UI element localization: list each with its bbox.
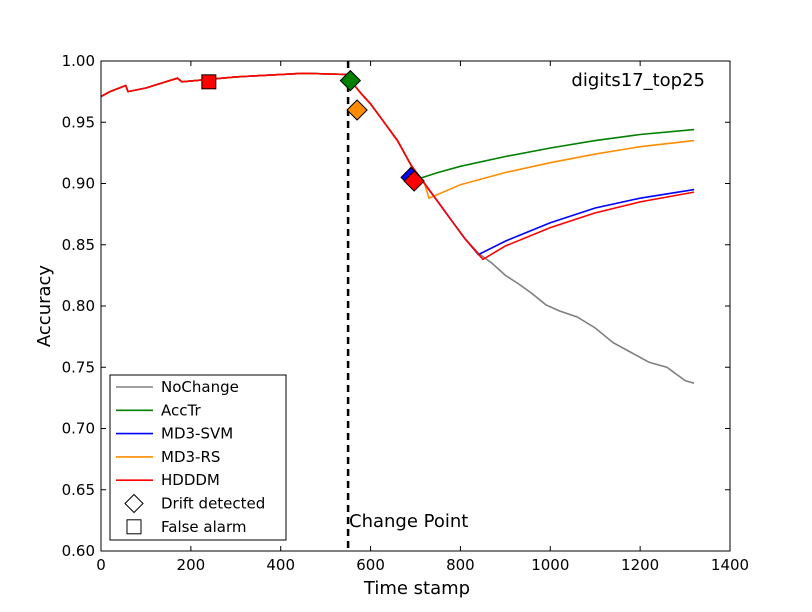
y-tick-label: 1.00	[62, 52, 95, 70]
chart-title: digits17_top25	[571, 70, 705, 91]
legend-swatch-false-alarm	[126, 519, 142, 535]
y-axis-title: Accuracy	[34, 265, 55, 348]
series-line-hdddm	[100, 72, 695, 261]
x-tick-label: 1000	[531, 556, 569, 574]
x-tick-label: 400	[266, 556, 295, 574]
y-tick-label: 0.85	[62, 236, 95, 254]
y-tick-label: 0.70	[62, 420, 95, 438]
x-tick-label: 600	[356, 556, 385, 574]
legend-label-nochange: NoChange	[161, 378, 239, 396]
x-tick-label: 1200	[621, 556, 659, 574]
x-tick-label: 800	[446, 556, 475, 574]
y-tick-label: 0.75	[62, 358, 95, 376]
y-tick-label: 0.65	[62, 481, 95, 499]
legend-label-md3-svm: MD3-SVM	[161, 425, 233, 443]
legend-label-drift-detected: Drift detected	[161, 495, 265, 513]
drift-marker-acctr	[339, 69, 362, 92]
y-tick-label: 0.60	[62, 542, 95, 560]
axes-layer: 0 200 400 600 800 1000 1200 1400 0.60 0.65 0.70 0.7…	[62, 52, 750, 574]
false-alarm-marker-hdddm	[201, 74, 217, 90]
series-line-nochange	[100, 72, 695, 384]
marker-layer	[201, 69, 425, 192]
x-tick-label: 200	[177, 556, 206, 574]
x-tick-label: 0	[96, 556, 106, 574]
legend-label-hdddm: HDDDM	[161, 471, 220, 489]
legend-label-md3-rs: MD3-RS	[161, 448, 220, 466]
legend-label-acctr: AccTr	[161, 401, 201, 419]
y-tick-label: 0.80	[62, 297, 95, 315]
change-point-label: Change Point	[349, 511, 468, 532]
legend-swatch-drift-detected	[124, 493, 144, 514]
x-axis-title: Time stamp	[363, 578, 470, 599]
x-tick-label: 1400	[711, 556, 749, 574]
drift-marker-hdddm	[403, 170, 425, 192]
series-line-md3-rs	[100, 72, 695, 200]
y-tick-label: 0.90	[62, 175, 95, 193]
legend-label-false-alarm: False alarm	[161, 518, 247, 536]
series-line-md3-svm	[100, 72, 695, 256]
drift-marker-md3-rs	[346, 99, 368, 121]
series-layer	[100, 72, 695, 384]
legend: NoChange AccTr MD3-SVM MD3-RS HDDDM Drift det…	[109, 374, 287, 541]
y-tick-label: 0.95	[62, 113, 95, 131]
